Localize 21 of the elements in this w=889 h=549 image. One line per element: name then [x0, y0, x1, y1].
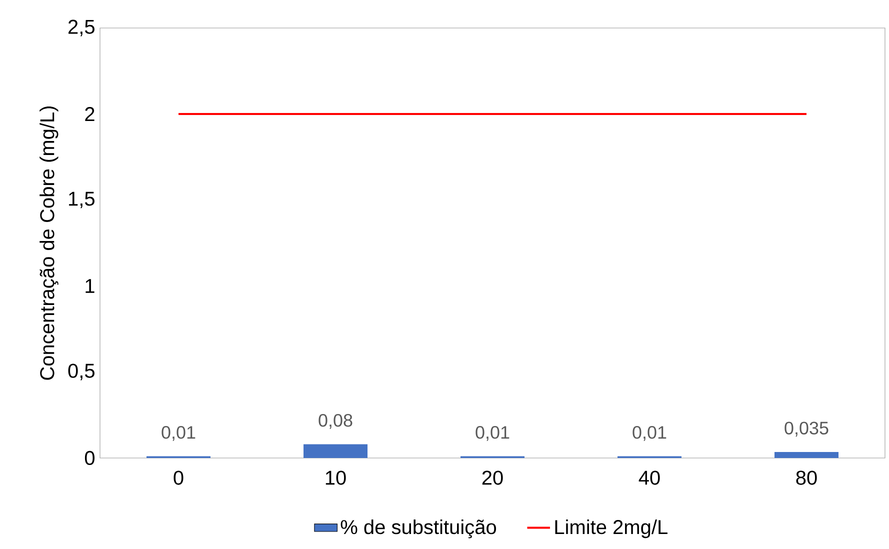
- legend-label: % de substituição: [340, 519, 496, 538]
- x-tick-label: 40: [638, 470, 660, 485]
- bar: [304, 444, 368, 458]
- x-tick-label: 0: [174, 470, 184, 485]
- bar: [774, 452, 838, 458]
- y-axis-title: Concentração de Cobre (mg/L): [40, 106, 58, 380]
- y-tick-label: 2,5: [68, 20, 94, 36]
- x-tick-label: 20: [482, 470, 503, 485]
- x-tick-label: 80: [796, 470, 817, 485]
- x-tick-label: 10: [326, 470, 346, 485]
- data-label: 0,01: [476, 426, 510, 441]
- data-label: 0,01: [162, 426, 196, 441]
- y-tick-label: 1: [86, 279, 94, 293]
- y-tick-label: 0,5: [68, 364, 94, 380]
- y-tick-label: 2: [85, 107, 94, 121]
- legend-label: Limite 2mg/L: [555, 519, 668, 538]
- data-label: 0,01: [632, 426, 666, 441]
- y-tick-label: 0: [84, 450, 95, 466]
- data-label: 0,08: [318, 414, 352, 429]
- data-label: 0,035: [784, 422, 828, 437]
- y-tick-label: 1,5: [69, 192, 94, 208]
